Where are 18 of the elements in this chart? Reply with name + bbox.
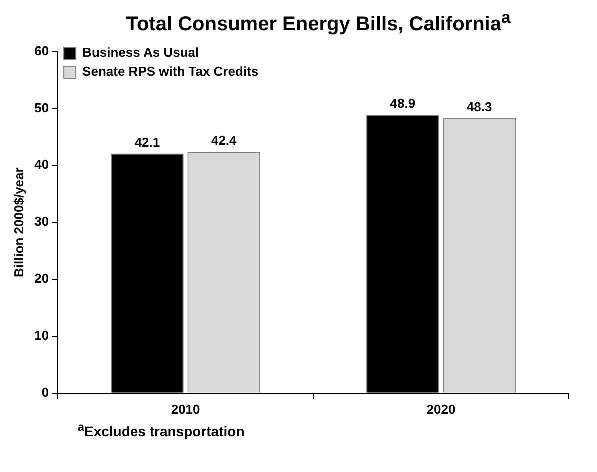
y-tick-label: 50 bbox=[34, 100, 50, 115]
x-tick-label: 2020 bbox=[426, 401, 456, 416]
data-label: 48.3 bbox=[466, 99, 492, 114]
chart-title: Total Consumer Energy Bills, California$^{a}$ bbox=[125, 8, 512, 37]
y-tick-label: 40 bbox=[34, 156, 50, 172]
y-tick-label: 0 bbox=[42, 384, 50, 400]
y-tick-label: 60 bbox=[34, 43, 50, 58]
y-tick-label: 20 bbox=[34, 270, 50, 286]
x-tick-label: 2010 bbox=[171, 401, 200, 416]
legend-label: Business As Usual bbox=[82, 44, 200, 60]
data-label: 42.4 bbox=[211, 132, 238, 148]
y-tick-label: 30 bbox=[34, 214, 50, 229]
legend-label: Senate RPS with Tax Credits bbox=[82, 64, 259, 79]
y-tick-label: 10 bbox=[34, 328, 50, 343]
text: $^{a}$Excludes transportation bbox=[78, 420, 246, 440]
data-label: 48.9 bbox=[390, 96, 416, 111]
y-axis-title: Billion 2000$/year bbox=[11, 167, 26, 278]
data-label: 42.1 bbox=[134, 134, 160, 150]
